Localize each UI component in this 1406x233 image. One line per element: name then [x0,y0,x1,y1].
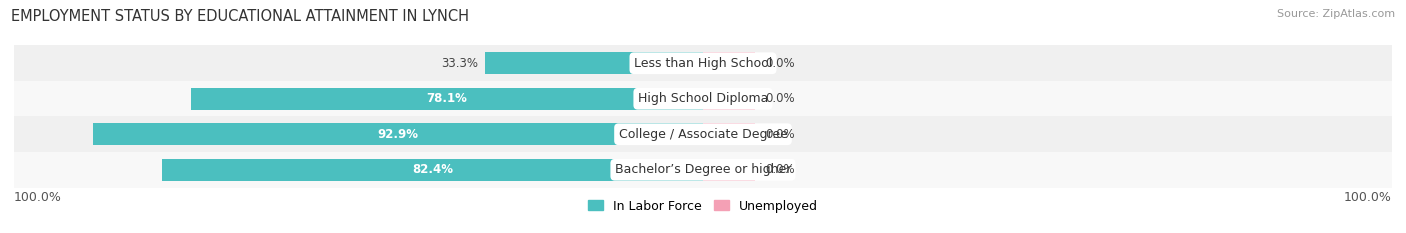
Text: 100.0%: 100.0% [14,191,62,204]
Bar [162,159,703,181]
Text: College / Associate Degree: College / Associate Degree [619,128,787,141]
Bar [14,116,1392,152]
Bar [191,88,703,110]
Bar [14,81,1392,116]
Text: Less than High School: Less than High School [634,57,772,70]
Bar [14,152,1392,188]
Bar [703,123,755,145]
Text: 0.0%: 0.0% [765,163,794,176]
Text: 78.1%: 78.1% [426,92,467,105]
Bar [93,123,703,145]
Text: Bachelor’s Degree or higher: Bachelor’s Degree or higher [614,163,792,176]
Legend: In Labor Force, Unemployed: In Labor Force, Unemployed [583,195,823,218]
Text: 82.4%: 82.4% [412,163,453,176]
Bar [703,159,755,181]
Text: EMPLOYMENT STATUS BY EDUCATIONAL ATTAINMENT IN LYNCH: EMPLOYMENT STATUS BY EDUCATIONAL ATTAINM… [11,9,470,24]
Text: 92.9%: 92.9% [378,128,419,141]
Text: 33.3%: 33.3% [441,57,478,70]
Bar [703,88,755,110]
Text: 0.0%: 0.0% [765,128,794,141]
Text: 0.0%: 0.0% [765,92,794,105]
Text: Source: ZipAtlas.com: Source: ZipAtlas.com [1277,9,1395,19]
Text: 0.0%: 0.0% [765,57,794,70]
Bar [14,45,1392,81]
Bar [703,52,755,74]
Text: High School Diploma: High School Diploma [638,92,768,105]
Bar [485,52,703,74]
Text: 100.0%: 100.0% [1344,191,1392,204]
